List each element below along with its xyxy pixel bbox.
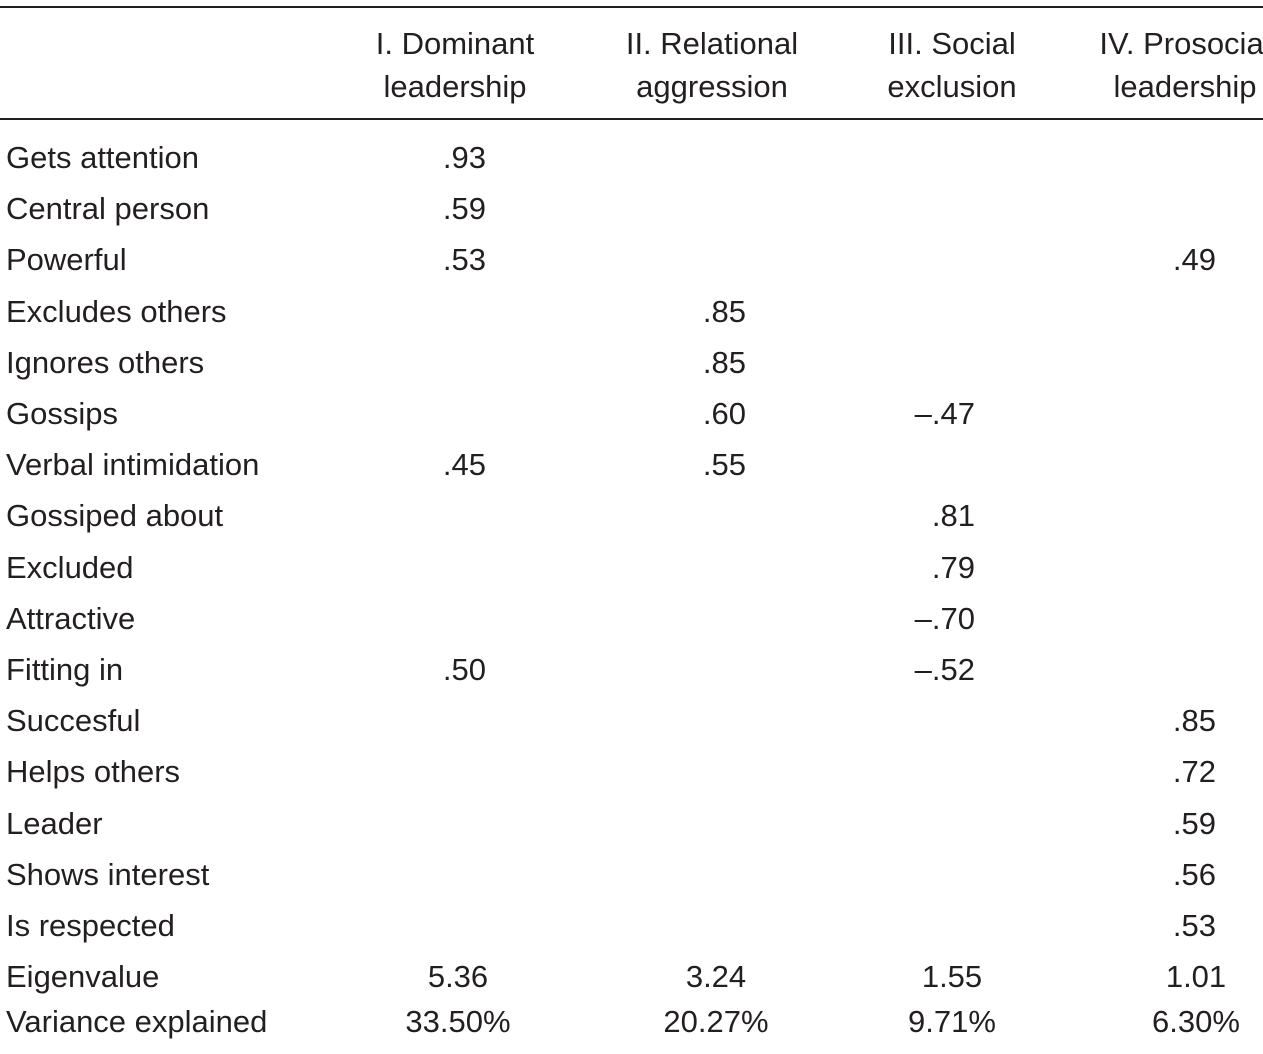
- column-header: I. Dominant leadership: [375, 26, 535, 104]
- cell: .93: [442, 140, 486, 175]
- cell: .50: [442, 652, 486, 687]
- cell: .49: [1172, 242, 1216, 278]
- row-label: Gets attention: [6, 140, 200, 175]
- row-label: Helps others: [6, 754, 181, 790]
- cell: .85: [702, 293, 746, 329]
- cell: –.52: [914, 652, 975, 687]
- row-label: Excludes others: [6, 293, 227, 329]
- column-header: II. Relational aggression: [625, 26, 799, 104]
- cell: .59: [1172, 805, 1216, 841]
- row-label: Leader: [6, 805, 103, 841]
- cell: .79: [931, 549, 975, 585]
- cell: .85: [702, 344, 746, 380]
- row-label: Excluded: [6, 549, 134, 585]
- header-rule: [0, 118, 1263, 120]
- row-label: Fitting in: [6, 652, 124, 687]
- top-rule: [0, 6, 1263, 8]
- cell: .55: [702, 447, 746, 483]
- row-label: Shows interest: [6, 856, 210, 892]
- row-label: Central person: [6, 191, 210, 227]
- cell: –.47: [914, 396, 975, 431]
- cell: .59: [442, 191, 486, 227]
- row-label: Succesful: [6, 703, 141, 739]
- summary-label: Variance explained: [6, 1004, 268, 1039]
- row-label: Gossiped about: [6, 498, 224, 534]
- cell: .72: [1172, 754, 1216, 790]
- summary-cell: 20.27%: [663, 1004, 769, 1039]
- cell: .53: [1172, 908, 1216, 943]
- cell: .85: [1172, 703, 1216, 739]
- summary-cell: 9.71%: [908, 1004, 996, 1039]
- cell: .56: [1172, 856, 1216, 892]
- cell: .45: [442, 447, 486, 483]
- summary-cell: 33.50%: [405, 1004, 511, 1039]
- summary-cell: 5.36: [427, 959, 489, 994]
- row-label: Verbal intimidation: [6, 447, 260, 483]
- summary-cell: 6.30%: [1152, 1004, 1240, 1039]
- summary-cell: 1.55: [921, 959, 983, 994]
- cell: .60: [702, 396, 746, 431]
- summary-label: Eigenvalue: [6, 959, 160, 994]
- row-label: Powerful: [6, 242, 127, 278]
- row-label: Attractive: [6, 600, 136, 636]
- summary-cell: 1.01: [1165, 959, 1227, 994]
- column-header: III. Social exclusion: [887, 26, 1017, 104]
- cell: .53: [442, 242, 486, 278]
- summary-cell: 3.24: [685, 959, 747, 994]
- column-header: IV. Prosocial leadership: [1099, 26, 1263, 104]
- row-label: Gossips: [6, 396, 118, 431]
- cell: –.70: [914, 600, 975, 636]
- row-label: Is respected: [6, 908, 175, 943]
- row-label: Ignores others: [6, 344, 205, 380]
- cell: .81: [931, 498, 975, 534]
